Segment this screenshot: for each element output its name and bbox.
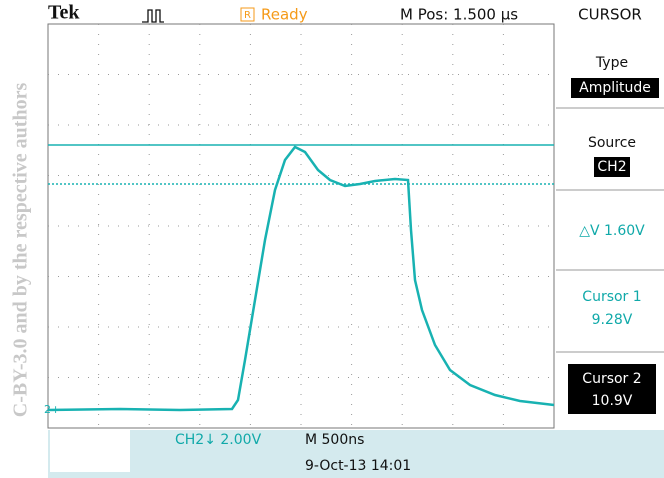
menu-label[interactable]: △V 1.60V [579, 223, 645, 239]
mode: CURSOR [578, 6, 642, 24]
channel-marker: 2+ [44, 403, 60, 416]
timebase: M 500ns [305, 432, 364, 448]
menu-value[interactable]: Amplitude [579, 80, 651, 96]
watermark: C-BY-3.0 and by the respective authors [10, 83, 32, 418]
menu-value[interactable]: 10.9V [592, 393, 633, 409]
status: Ready [261, 6, 308, 24]
status-icon: R [244, 10, 251, 21]
menu-label[interactable]: Source [588, 135, 636, 151]
channel-scale: CH2↓ 2.00V [175, 432, 262, 448]
scope-screen: C-BY-3.0 and by the respective authors T… [0, 0, 664, 478]
menu-label[interactable]: Type [595, 55, 628, 71]
brand: Tek [48, 2, 80, 24]
menu-value[interactable]: 9.28V [592, 312, 633, 328]
trigger-icon [142, 10, 164, 22]
menu-value[interactable]: CH2 [597, 159, 626, 175]
menu-label[interactable]: Cursor 1 [582, 289, 641, 305]
position: M Pos: 1.500 µs [400, 6, 518, 24]
datetime: 9-Oct-13 14:01 [305, 458, 411, 474]
menu-label[interactable]: Cursor 2 [582, 371, 641, 387]
footer-blank [50, 430, 130, 472]
